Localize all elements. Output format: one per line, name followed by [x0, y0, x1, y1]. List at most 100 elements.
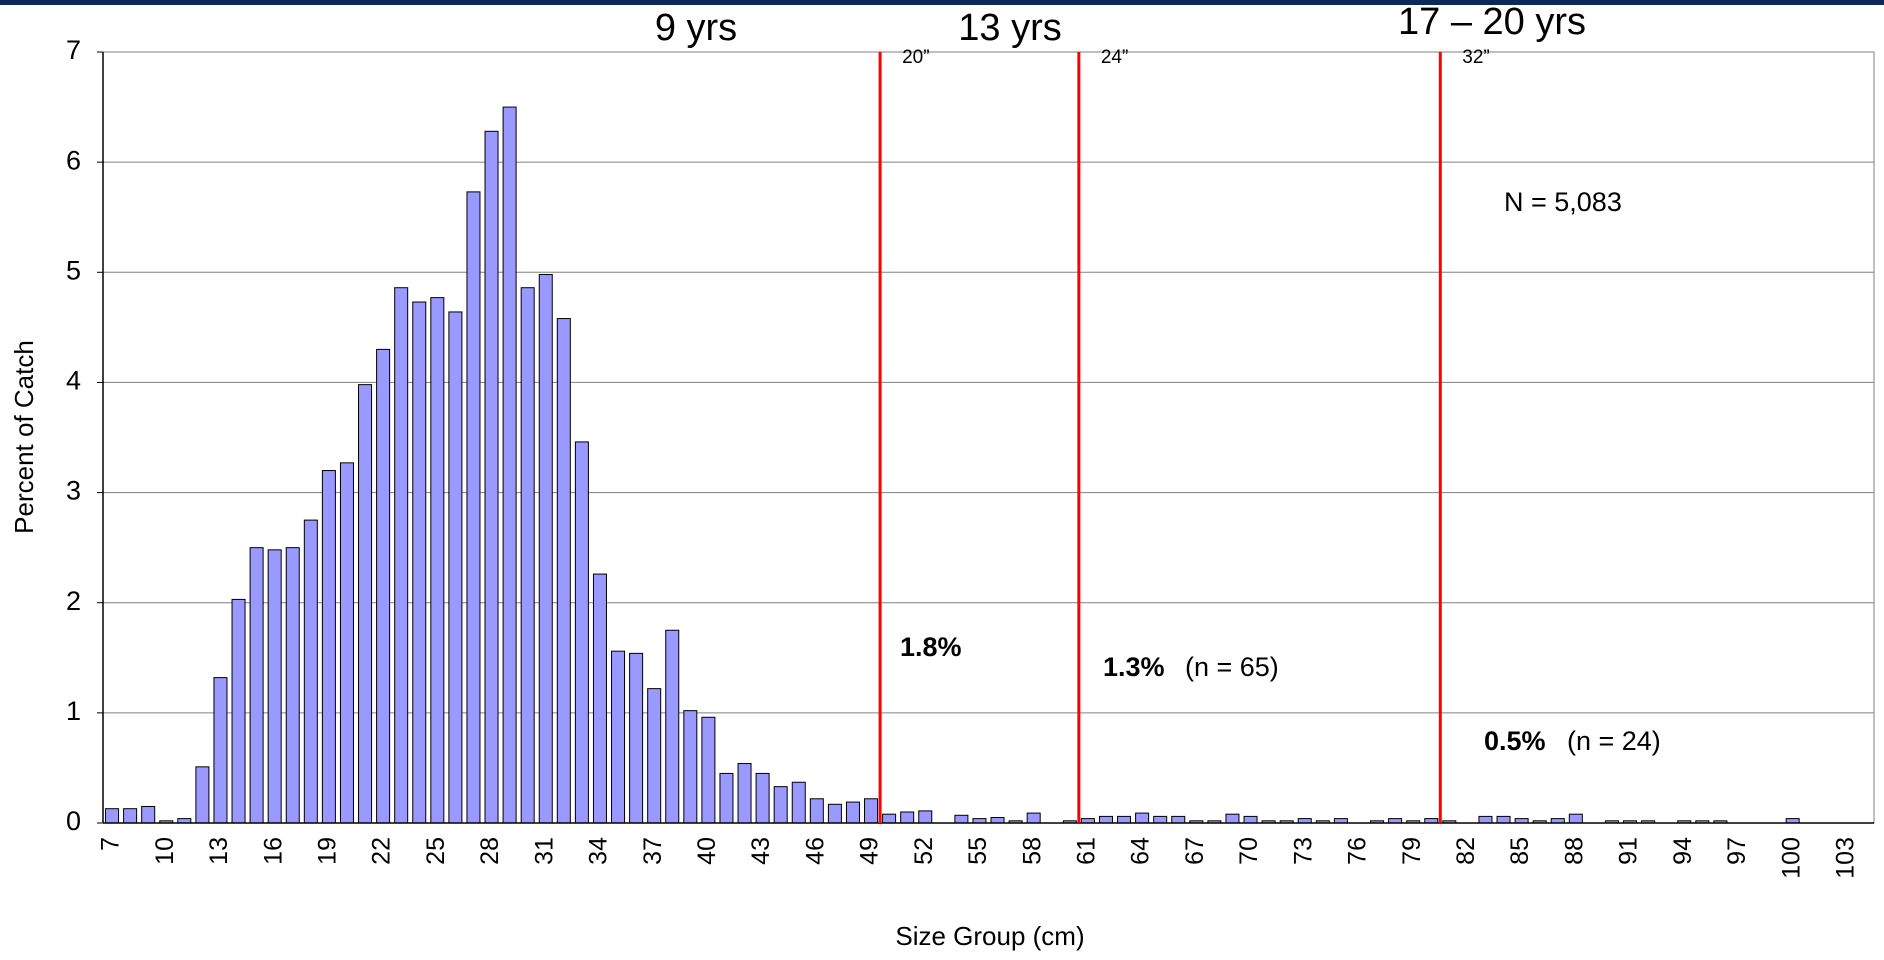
x-tick-label: 58	[1018, 837, 1046, 865]
y-tick-label: 6	[66, 145, 81, 175]
x-tick-label: 49	[856, 837, 884, 865]
bar	[430, 297, 445, 824]
bar	[556, 318, 571, 824]
x-tick-label: 103	[1832, 837, 1860, 879]
x-tick-label: 91	[1615, 837, 1643, 865]
bar	[249, 547, 264, 824]
x-tick-label: 85	[1506, 837, 1534, 865]
bar	[918, 810, 933, 824]
x-tick-label: 100	[1777, 837, 1805, 879]
x-tick-label: 88	[1560, 837, 1588, 865]
age-label: 13 yrs	[958, 7, 1061, 49]
x-tick-label: 61	[1073, 837, 1101, 865]
bar	[285, 547, 300, 824]
bar	[1243, 815, 1258, 824]
bar	[105, 808, 120, 824]
bar	[1117, 815, 1132, 824]
bar	[213, 677, 228, 824]
share-count: (n = 65)	[1185, 652, 1279, 682]
top-band	[0, 0, 1884, 5]
bar	[141, 805, 156, 824]
x-tick-label: 7	[97, 837, 125, 851]
bar	[791, 781, 806, 824]
bar	[719, 772, 734, 824]
share-percent: 1.3%	[1103, 652, 1165, 682]
bar	[683, 710, 698, 824]
share-percent: 1.8%	[900, 632, 962, 662]
x-axis-title: Size Group (cm)	[895, 921, 1084, 951]
bar	[303, 519, 318, 824]
bar	[321, 470, 336, 824]
bar	[773, 786, 788, 824]
bar	[737, 763, 752, 824]
reference-label: 24”	[1101, 47, 1128, 68]
bar	[629, 652, 644, 824]
x-tick-label: 64	[1127, 837, 1155, 865]
bar	[358, 384, 373, 824]
x-tick-label: 28	[476, 837, 504, 865]
bar	[502, 106, 517, 824]
x-tick-label: 43	[747, 837, 775, 865]
y-tick-label: 2	[66, 586, 81, 616]
bar	[538, 273, 553, 824]
x-tick-label: 73	[1289, 837, 1317, 865]
bar	[809, 798, 824, 824]
y-tick-label: 4	[66, 366, 81, 396]
share-percent: 0.5%	[1484, 726, 1546, 756]
bar	[1478, 815, 1493, 824]
bar	[665, 629, 680, 824]
x-tick-label: 16	[259, 837, 287, 865]
bar	[701, 716, 716, 824]
x-tick-label: 22	[368, 837, 396, 865]
bar	[123, 808, 138, 824]
bar	[900, 811, 915, 824]
x-tick-label: 25	[422, 837, 450, 865]
x-tick-label: 34	[585, 837, 613, 865]
bar	[484, 130, 499, 824]
bar	[592, 573, 607, 824]
bar	[990, 816, 1005, 824]
y-tick-label: 3	[66, 476, 81, 506]
bar	[448, 311, 463, 824]
x-tick-label: 13	[205, 837, 233, 865]
x-tick-label: 19	[314, 837, 342, 865]
bar	[267, 549, 282, 824]
y-tick-label: 7	[66, 35, 81, 65]
x-tick-label: 67	[1181, 837, 1209, 865]
x-tick-label: 52	[910, 837, 938, 865]
total-count: N = 5,083	[1504, 187, 1622, 217]
y-tick-label: 1	[66, 696, 81, 726]
bar	[466, 191, 481, 824]
share-count: (n = 24)	[1567, 726, 1661, 756]
x-tick-label: 10	[151, 837, 179, 865]
x-tick-label: 46	[801, 837, 829, 865]
y-axis-title: Percent of Catch	[9, 340, 39, 534]
bar	[412, 301, 427, 824]
x-tick-label: 70	[1235, 837, 1263, 865]
x-tick-label: 37	[639, 837, 667, 865]
x-tick-label: 55	[964, 837, 992, 865]
bar	[1496, 815, 1511, 824]
x-tick-label: 79	[1398, 837, 1426, 865]
bar	[376, 348, 391, 824]
bar	[1225, 813, 1240, 824]
bar	[954, 814, 969, 824]
reference-label: 32”	[1462, 47, 1489, 68]
x-tick-label: 82	[1452, 837, 1480, 865]
bar	[1171, 815, 1186, 824]
bar	[647, 688, 662, 824]
x-tick-label: 94	[1669, 837, 1697, 865]
bar	[520, 287, 535, 824]
bar	[864, 798, 879, 824]
bar	[1098, 815, 1113, 824]
bar	[755, 772, 770, 824]
bar	[195, 766, 210, 824]
age-label: 9 yrs	[655, 7, 737, 49]
y-tick-label: 5	[66, 255, 81, 285]
bar	[339, 462, 354, 824]
bar	[845, 801, 860, 824]
bar	[231, 598, 246, 824]
x-tick-label: 40	[693, 837, 721, 865]
